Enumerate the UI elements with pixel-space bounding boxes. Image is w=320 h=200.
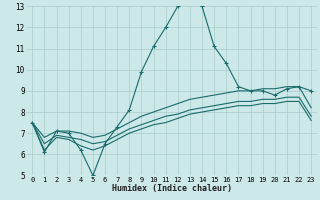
X-axis label: Humidex (Indice chaleur): Humidex (Indice chaleur) <box>112 184 232 193</box>
